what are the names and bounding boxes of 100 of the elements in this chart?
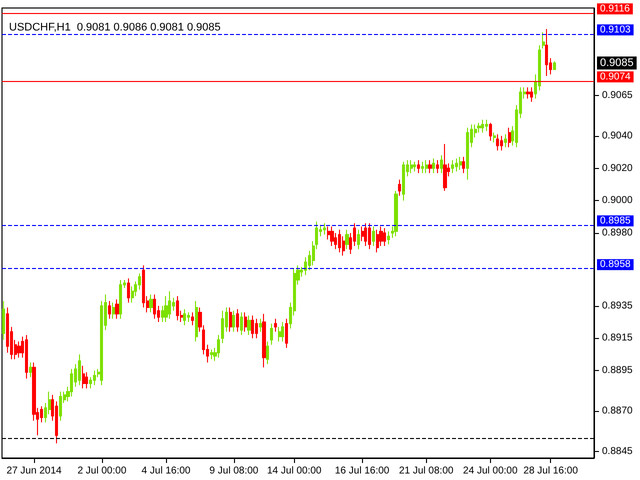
candlestick <box>542 32 545 49</box>
candlestick <box>417 160 420 174</box>
candlestick <box>466 127 469 180</box>
ref-line-label: 0.9103 <box>600 24 632 36</box>
candlestick <box>338 229 341 253</box>
candlestick <box>229 306 232 332</box>
candlestick <box>78 354 81 386</box>
candlestick <box>187 312 190 323</box>
y-tick-label: 0.9020 <box>602 162 634 174</box>
candlestick <box>262 313 266 368</box>
candlestick <box>436 160 439 174</box>
y-tick-label: 0.8845 <box>602 446 634 458</box>
x-tick-label: 28 Jul 16:00 <box>523 466 578 476</box>
candlestick <box>383 228 386 246</box>
candlestick <box>270 323 273 346</box>
candlestick <box>153 294 156 320</box>
candlestick <box>364 222 367 246</box>
candlestick <box>526 86 530 100</box>
candlestick <box>323 222 326 236</box>
candlestick <box>432 158 435 174</box>
candlestick <box>112 302 115 320</box>
x-tick-label: 24 Jul 00:00 <box>463 466 518 476</box>
candlestick <box>278 326 281 342</box>
candlestick <box>108 300 111 320</box>
x-tick-label: 2 Jul 00:00 <box>77 466 127 476</box>
candlestick <box>410 160 413 174</box>
candlestick <box>496 134 499 151</box>
y-tick-label: 0.8980 <box>602 228 634 238</box>
ref-line-label: 0.9116 <box>600 3 630 14</box>
candlestick <box>59 391 62 422</box>
candlestick <box>183 308 186 326</box>
y-tick-label: 0.9040 <box>602 130 634 142</box>
candlestick <box>191 312 194 326</box>
candlestick <box>553 60 556 70</box>
candlestick <box>545 28 548 76</box>
candlestick <box>232 310 235 332</box>
candlestick <box>462 156 465 174</box>
candlestick <box>398 179 401 196</box>
y-tick-label: 0.8915 <box>602 332 634 344</box>
ref-line-label: 0.8958 <box>600 259 632 270</box>
candlestick <box>421 161 424 174</box>
candlestick <box>376 229 379 253</box>
x-tick-label: 21 Jul 08:00 <box>398 466 454 476</box>
candlestick <box>489 122 492 142</box>
candlestick <box>508 127 511 148</box>
candlestick <box>221 310 224 344</box>
y-tick-label: 0.8935 <box>602 300 634 312</box>
candlestick <box>500 135 503 151</box>
candlestick <box>2 300 5 340</box>
candlestick <box>274 318 277 332</box>
candlestick <box>164 296 168 323</box>
y-tick-label: 0.8895 <box>602 365 634 376</box>
candlestick <box>345 229 349 250</box>
candlestick <box>485 119 488 132</box>
candlestick <box>255 318 258 339</box>
candlestick <box>357 229 360 250</box>
candlestick <box>29 362 32 378</box>
candlestick <box>413 161 416 172</box>
candlestick <box>425 160 428 174</box>
x-tick-label: 27 Jun 2014 <box>6 466 62 476</box>
candlestick <box>281 322 284 342</box>
ref-line-label: 0.9074 <box>600 71 632 82</box>
y-tick-label: 0.8870 <box>602 406 634 417</box>
candlestick <box>530 86 533 102</box>
candlestick <box>504 134 507 148</box>
candlestick <box>17 340 21 358</box>
candlestick <box>119 279 122 320</box>
candlestick <box>481 119 484 134</box>
candlestick <box>440 154 443 174</box>
candlestick <box>247 315 251 336</box>
x-tick-label: 9 Jul 08:00 <box>209 466 259 476</box>
candlestick <box>176 296 179 321</box>
candlestick <box>266 340 269 365</box>
candlestick <box>115 298 119 320</box>
candlestick <box>93 370 96 386</box>
x-tick-label: 4 Jul 16:00 <box>142 466 191 476</box>
candlestick <box>330 226 334 246</box>
candlestick <box>195 300 198 342</box>
candlestick <box>455 158 458 172</box>
candlestick <box>372 226 375 246</box>
candlestick <box>451 160 454 174</box>
candlestick <box>127 278 130 304</box>
candlestick <box>394 190 398 237</box>
candlestick <box>402 161 405 202</box>
candlestick <box>259 318 262 332</box>
candlestick <box>82 365 85 389</box>
candlestick <box>217 334 220 358</box>
candlestick <box>493 132 496 143</box>
candlestick <box>459 156 462 170</box>
candlestick <box>387 230 390 245</box>
annotation: 0.9085 <box>600 57 634 70</box>
candlestick <box>168 290 171 320</box>
candlestick <box>368 222 371 250</box>
candlestick <box>131 286 134 304</box>
candlestick <box>25 334 28 380</box>
candlestick <box>149 294 153 313</box>
ref-line-label: 0.8985 <box>600 215 632 226</box>
candlestick <box>361 226 364 242</box>
candlestick <box>210 349 213 360</box>
candlestick <box>285 318 288 348</box>
